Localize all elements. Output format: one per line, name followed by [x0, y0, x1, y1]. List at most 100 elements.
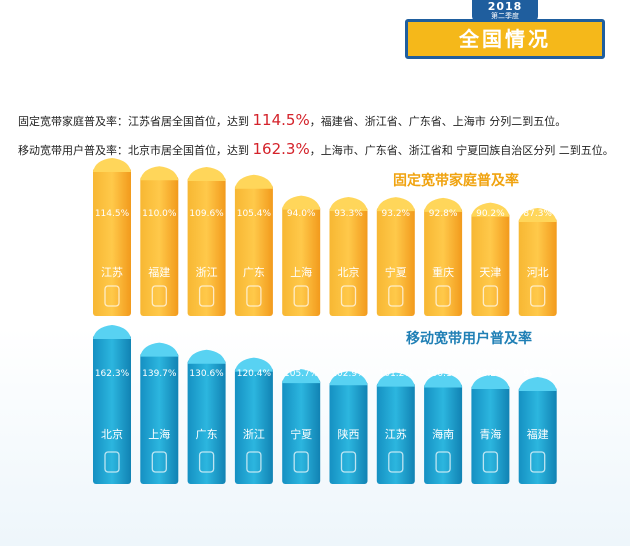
- phone-icon: [340, 451, 357, 473]
- mobile-value-label: 100.1%: [426, 369, 461, 379]
- mobile-bar-cap: [376, 372, 415, 387]
- mobile-bar-cap: [518, 377, 557, 391]
- mobile-bar-cap: [93, 325, 131, 339]
- fixed-description: 固定宽带家庭普及率：江苏省居全国首位，达到 114.5%，福建省、浙江省、广东省…: [18, 111, 566, 129]
- phone-icon: [388, 285, 404, 307]
- mobile-bar: [518, 387, 557, 484]
- fixed-bar: [329, 206, 368, 316]
- season-label: 第二季度: [491, 12, 519, 20]
- mobile-bar: [424, 383, 463, 484]
- fixed-category-label: 北京: [338, 265, 360, 279]
- mobile-bar-cap: [424, 373, 463, 388]
- fixed-bar-cap: [471, 202, 510, 217]
- phone-icon: [151, 285, 167, 307]
- mobile-value-label: 162.3%: [95, 369, 130, 379]
- mobile-chart-title: 移动宽带用户普及率: [406, 331, 532, 347]
- period-tab: 2018 第二季度: [472, 0, 538, 22]
- page-title: 全国情况: [405, 19, 605, 59]
- mobile-bar: [140, 352, 179, 484]
- mobile-bar-cap: [329, 371, 368, 386]
- mobile-category-label: 江苏: [385, 428, 407, 441]
- fixed-bar-cap: [140, 166, 179, 181]
- phone-icon: [104, 451, 120, 473]
- mobile-category-label: 海南: [432, 427, 454, 441]
- mobile-bar: [376, 382, 415, 484]
- mobile-bar-cap: [187, 349, 226, 364]
- fixed-bar-cap: [234, 174, 273, 189]
- fixed-bar-cap: [424, 197, 463, 212]
- mobile-bar: [93, 335, 131, 484]
- mobile-bar-cap: [282, 369, 321, 384]
- fixed-bar: [93, 168, 131, 316]
- mobile-value-label: 95.6%: [523, 369, 552, 379]
- mobile-category-label: 宁夏: [290, 427, 312, 441]
- phone-icon: [482, 451, 499, 473]
- mobile-value-label: 139.7%: [142, 369, 177, 379]
- fixed-value-label: 87.3%: [523, 209, 552, 219]
- fixed-value-label: 109.6%: [189, 209, 224, 219]
- fixed-bar: [518, 218, 557, 316]
- mobile-category-label: 广东: [196, 428, 218, 441]
- mobile-bar-cap: [140, 342, 179, 357]
- fixed-category-label: 福建: [148, 265, 170, 279]
- mobile-bar: [282, 379, 321, 484]
- fixed-bar: [234, 184, 273, 316]
- fixed-value-label: 114.5%: [95, 209, 130, 219]
- mobile-value-label: 101.2%: [379, 369, 414, 379]
- mobile-value-label: 98.2%: [476, 369, 505, 379]
- mobile-category-label: 浙江: [243, 428, 265, 441]
- fixed-bar: [187, 177, 226, 316]
- fixed-value-label: 93.3%: [334, 209, 363, 219]
- phone-icon: [104, 285, 120, 307]
- fixed-desc-highlight: 114.5%: [252, 111, 310, 129]
- mobile-category-label: 北京: [101, 427, 123, 441]
- mobile-value-label: 130.6%: [189, 369, 224, 379]
- mobile-category-label: 上海: [148, 427, 170, 441]
- fixed-value-label: 105.4%: [237, 209, 272, 219]
- fixed-bar-cap: [187, 167, 226, 182]
- mobile-bar: [329, 381, 368, 484]
- fixed-bar-cap: [518, 208, 557, 222]
- fixed-bar: [140, 176, 179, 316]
- fixed-chart-title: 固定宽带家庭普及率: [393, 173, 519, 189]
- fixed-category-label: 宁夏: [385, 265, 407, 279]
- mobile-value-label: 105.7%: [284, 369, 319, 379]
- mobile-bar-cap: [234, 357, 273, 372]
- fixed-value-label: 90.2%: [476, 209, 505, 219]
- fixed-bar-cap: [329, 196, 368, 211]
- year-label: 2018: [487, 0, 523, 13]
- phone-icon: [388, 451, 404, 473]
- fixed-value-label: 110.0%: [142, 209, 177, 219]
- fixed-category-label: 上海: [290, 265, 312, 279]
- phone-icon: [293, 285, 309, 307]
- fixed-value-label: 94.0%: [287, 209, 316, 219]
- phone-icon: [482, 285, 499, 307]
- fixed-category-label: 重庆: [432, 265, 454, 279]
- fixed-category-label: 江苏: [101, 266, 123, 279]
- mobile-category-label: 陕西: [338, 427, 360, 441]
- fixed-desc-post: ，福建省、浙江省、广东省、上海市 分列二到五位。: [309, 115, 567, 128]
- mobile-value-label: 120.4%: [237, 369, 272, 379]
- phone-icon: [340, 285, 357, 307]
- header-badge: 2018 第二季度 全国情况: [405, 0, 605, 62]
- phone-icon: [151, 451, 167, 473]
- fixed-category-label: 广东: [243, 266, 265, 279]
- fixed-category-label: 河北: [527, 266, 549, 279]
- phone-icon: [246, 451, 262, 473]
- mobile-bar: [234, 367, 273, 484]
- fixed-bar: [282, 205, 321, 316]
- mobile-bar: [471, 384, 510, 484]
- mobile-value-label: 102.9%: [331, 369, 366, 379]
- mobile-desc-pre: 移动宽带用户普及率：北京市居全国首位，达到: [18, 144, 253, 157]
- phone-icon: [246, 285, 262, 307]
- fixed-desc-pre: 固定宽带家庭普及率：江苏省居全国首位，达到: [18, 115, 253, 128]
- mobile-description: 移动宽带用户普及率：北京市居全国首位，达到 162.3%，上海市、广东省、浙江省…: [18, 140, 614, 158]
- fixed-bar-cap: [376, 197, 415, 212]
- fixed-bar-cap: [93, 158, 131, 172]
- phone-icon: [198, 451, 215, 473]
- fixed-bar: [471, 212, 510, 316]
- mobile-desc-highlight: 162.3%: [252, 140, 310, 158]
- phone-icon: [530, 451, 546, 473]
- mobile-bar: [187, 359, 226, 484]
- mobile-desc-post: ，上海市、广东省、浙江省和 宁夏回族自治区分列 二到五位。: [309, 144, 614, 157]
